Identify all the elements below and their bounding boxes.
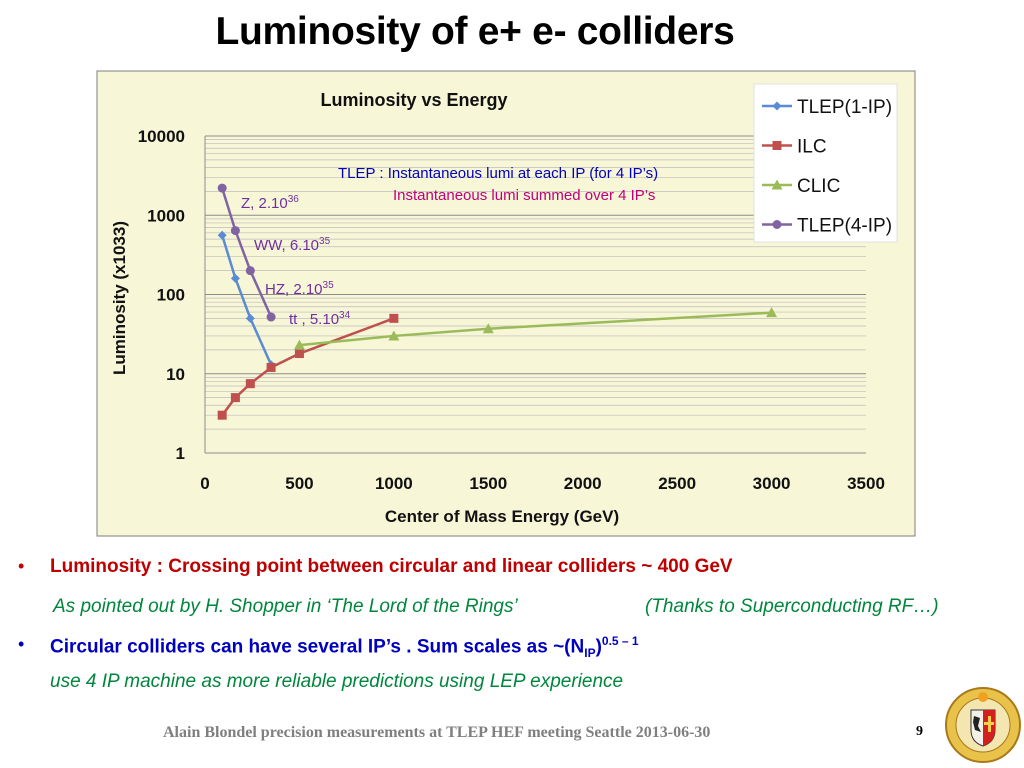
- legend-marker: [772, 220, 782, 229]
- data-point-tlep-4-ip: [266, 312, 276, 322]
- y-tick-label: 10000: [138, 127, 185, 146]
- y-tick-label: 1000: [147, 206, 185, 225]
- data-point-tlep-4-ip: [245, 266, 255, 276]
- y-tick-label: 100: [157, 286, 185, 305]
- x-tick-label: 1500: [469, 474, 507, 493]
- data-point-tlep-1-ip: [230, 273, 240, 283]
- data-point-tlep-4-ip: [217, 183, 227, 193]
- data-point-clic: [293, 339, 305, 350]
- legend-label: CLIC: [797, 176, 840, 197]
- legend-box: [753, 83, 898, 243]
- x-tick-label: 2500: [658, 474, 696, 493]
- data-point-ilc: [217, 410, 227, 420]
- legend-marker: [772, 101, 782, 111]
- x-tick-label: 3500: [847, 474, 885, 493]
- slide-title: Luminosity of e+ e- colliders: [215, 10, 735, 53]
- university-seal-logo: [945, 687, 1021, 763]
- legend-label: TLEP(1-IP): [797, 97, 892, 118]
- x-axis-label: Center of Mass Energy (GeV): [385, 507, 619, 526]
- bullet-marker-2: •: [18, 634, 25, 654]
- footer-text: Alain Blondel precision measurements at …: [163, 724, 711, 741]
- luminosity-chart: 0 500 1000 1500 2000 2500 3000 3500 1 10 100 1000 10…: [96, 70, 916, 537]
- legend-label: ILC: [797, 137, 827, 158]
- point-annotation: HZ, 2.1035: [265, 280, 334, 298]
- x-tick-label: 1000: [375, 474, 413, 493]
- data-point-tlep-1-ip: [217, 230, 227, 240]
- x-tick-label: 2000: [564, 474, 602, 493]
- data-point-tlep-4-ip: [230, 226, 240, 236]
- data-point-ilc: [245, 379, 255, 389]
- data-point-clic: [766, 307, 778, 318]
- bullet-2-subscript: IP: [584, 646, 596, 661]
- annotation-line-2: Instantaneous lumi summed over 4 IP’s: [393, 187, 655, 204]
- y-tick-label: 1: [176, 444, 185, 463]
- x-tick-label: 500: [285, 474, 313, 493]
- data-point-tlep-1-ip: [245, 313, 255, 323]
- page-number: 9: [916, 724, 923, 739]
- point-annotation: WW, 6.1035: [254, 236, 331, 254]
- bullet-1-subline-a: As pointed out by H. Shopper in ‘The Lor…: [53, 596, 518, 617]
- bullet-2-close: ): [595, 636, 602, 658]
- bullet-1-text: Luminosity : Crossing point between circ…: [50, 556, 733, 577]
- chart-title: Luminosity vs Energy: [320, 90, 507, 110]
- data-point-ilc: [230, 393, 240, 403]
- annotation-line-1: TLEP : Instantaneous lumi at each IP (fo…: [338, 165, 658, 182]
- bullet-marker-1: •: [18, 556, 25, 576]
- series-line-tlep-1-ip: [220, 234, 273, 366]
- point-annotation: tt , 5.1034: [289, 310, 351, 328]
- bullet-2-main: Circular colliders can have several IP’s…: [50, 636, 585, 658]
- data-point-ilc: [294, 349, 304, 359]
- bullet-2-superscript: 0.5 – 1: [601, 634, 639, 648]
- y-tick-label: 10: [166, 365, 185, 384]
- bullet-1-subline-b: (Thanks to Superconducting RF…): [645, 596, 939, 617]
- point-annotation: Z, 2.1036: [241, 194, 299, 212]
- bullet-2-subline: use 4 IP machine as more reliable predic…: [50, 671, 624, 692]
- data-point-clic: [482, 323, 494, 334]
- y-axis-label: Luminosity (x1033): [110, 221, 129, 375]
- data-point-ilc: [389, 313, 399, 323]
- series-line-clic: [299, 311, 772, 347]
- bullet-2-text: Circular colliders can have several IP’s…: [50, 634, 639, 660]
- legend-marker: [771, 179, 783, 190]
- x-tick-label: 3000: [753, 474, 791, 493]
- series-line-tlep-4-ip: [220, 187, 273, 318]
- x-tick-label: 0: [200, 474, 209, 493]
- data-point-clic: [388, 330, 400, 341]
- legend-marker: [772, 141, 782, 150]
- data-point-ilc: [266, 362, 276, 372]
- legend-label: TLEP(4-IP): [797, 216, 892, 237]
